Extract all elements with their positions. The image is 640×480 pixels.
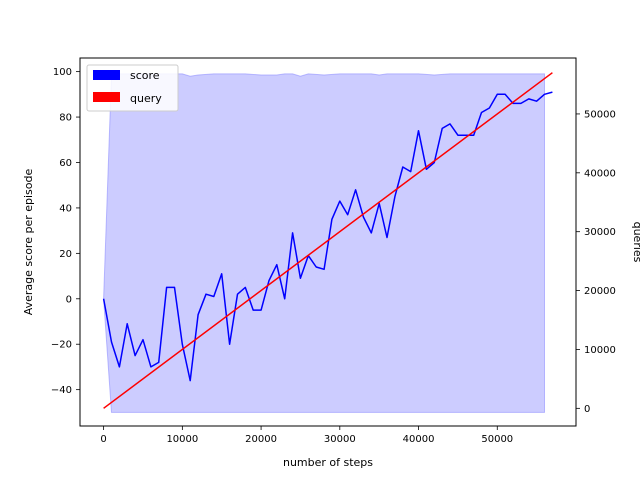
y-tick-label: −20: [51, 340, 72, 351]
legend-label-score: score: [130, 69, 160, 82]
y2-tick-label: 20000: [584, 286, 616, 297]
y-tick-label: −40: [51, 385, 72, 396]
y-axis-left: −40 −20 0 20 40 60 80 100: [51, 67, 80, 396]
plot-content: [102, 72, 553, 413]
x-axis: 0 10000 20000 30000 40000 50000: [100, 426, 513, 445]
y-tick-label: 0: [66, 294, 72, 305]
y-tick-label: 100: [53, 67, 72, 78]
y-tick-label: 80: [59, 113, 72, 124]
y2-tick-label: 50000: [584, 109, 616, 120]
y2-tick-label: 10000: [584, 345, 616, 356]
y-axis-label: Average score per episode: [22, 169, 35, 316]
y2-tick-label: 30000: [584, 227, 616, 238]
legend-swatch-query: [93, 92, 120, 102]
y-tick-label: 20: [59, 249, 72, 260]
y2-tick-label: 40000: [584, 168, 616, 179]
y-tick-label: 40: [59, 203, 72, 214]
y2-tick-label: 0: [584, 404, 590, 415]
plot-frame: [79, 57, 577, 427]
y-axis-right: 0 10000 20000 30000 40000 50000: [576, 109, 616, 415]
x-tick-label: 20000: [245, 434, 277, 445]
x-tick-label: 40000: [403, 434, 435, 445]
legend-swatch-score: [93, 70, 120, 80]
x-axis-label: number of steps: [283, 456, 373, 469]
y2-axis-label: queries: [631, 222, 640, 263]
score-line: [102, 91, 553, 382]
x-tick-label: 50000: [481, 434, 513, 445]
query-line: [103, 72, 553, 409]
legend-label-query: query: [130, 92, 162, 105]
x-tick-label: 10000: [166, 434, 198, 445]
x-tick-label: 30000: [324, 434, 356, 445]
y-tick-label: 60: [59, 158, 72, 169]
x-tick-label: 0: [100, 434, 106, 445]
legend: score query: [86, 64, 179, 112]
